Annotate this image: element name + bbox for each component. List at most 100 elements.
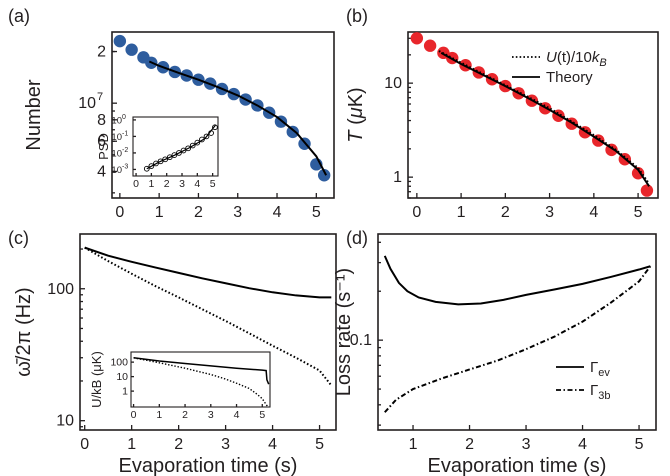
inset-frame xyxy=(132,116,219,177)
x-tick-label: 1 xyxy=(457,204,466,221)
series-line-1 xyxy=(384,265,652,413)
legend-label-subscript: 3b xyxy=(598,390,610,402)
legend-label-subscript: B xyxy=(599,57,606,69)
x-tick-label: 4 xyxy=(578,436,587,453)
x-tick-label: 0 xyxy=(115,204,124,221)
y-tick-label: 10 xyxy=(78,95,96,112)
inset-frame xyxy=(130,351,271,408)
inset-data-point xyxy=(203,133,210,140)
x-tick-label: 3 xyxy=(233,204,242,221)
x-tick-label: 1 xyxy=(409,436,418,453)
inset-x-tick-label: 2 xyxy=(164,178,170,190)
series-line-2 xyxy=(440,51,650,187)
inset-y-tick-exponent: -2 xyxy=(122,147,128,154)
legend-label-main: Γ xyxy=(590,359,598,376)
legend-label-subscript: ev xyxy=(598,367,610,379)
plot-frame-d xyxy=(377,233,657,431)
x-tick-label: 2 xyxy=(501,204,510,221)
inset-x-tick-label: 0 xyxy=(133,178,139,190)
x-tick-label: 5 xyxy=(312,204,321,221)
data-point xyxy=(631,167,645,180)
inset-fit-line xyxy=(146,124,217,170)
inset-y-tick-label: 1 xyxy=(122,386,128,398)
inset-series xyxy=(133,357,270,407)
plot-frame-b xyxy=(407,31,659,199)
y-axis-title: Number xyxy=(23,79,45,150)
x-tick-label: 4 xyxy=(273,204,282,221)
y-tick-label: 1 xyxy=(393,169,402,186)
legend-label-main: Theory xyxy=(546,69,593,86)
series-line-1 xyxy=(84,246,333,387)
x-axis-title: Evaporation time (s) xyxy=(428,455,607,476)
series-group xyxy=(113,34,331,182)
inset-solid-line xyxy=(133,357,270,385)
data-point xyxy=(113,34,127,48)
inset-data-point xyxy=(212,124,218,131)
series-line-1 xyxy=(148,60,328,176)
series-line-1 xyxy=(438,50,650,185)
y-axis-title: Loss rate (s⁻¹) xyxy=(333,268,355,396)
y-tick-label: 100 xyxy=(47,281,74,298)
inset-y-tick-label: 100 xyxy=(110,357,128,369)
inset-data-point xyxy=(153,160,159,167)
inset-data-point xyxy=(166,154,173,161)
y-tick-label: 10 xyxy=(384,75,402,92)
plot-frame-c xyxy=(79,233,337,431)
inset-data-point xyxy=(157,158,164,165)
y-tick-label: 10 xyxy=(56,413,74,430)
inset-x-tick-label: 1 xyxy=(148,178,154,190)
inset-data-point xyxy=(162,156,169,163)
x-tick-label: 4 xyxy=(589,204,598,221)
data-point xyxy=(125,43,138,56)
legend-label-k: k xyxy=(592,49,601,66)
y-tick-label: 4 xyxy=(97,163,106,180)
data-point xyxy=(423,39,437,52)
legend-label: Γev xyxy=(590,359,610,379)
legend-label: Γ3b xyxy=(590,382,611,402)
inset-x-tick-label: 5 xyxy=(259,409,265,421)
inset-y-tick-label: 10 xyxy=(111,115,122,126)
data-point xyxy=(410,32,424,45)
x-tick-label: 3 xyxy=(221,436,230,453)
inset-data-point xyxy=(189,142,196,149)
legend-label: Theory xyxy=(546,69,593,86)
inset-y-tick-exponent: -1 xyxy=(122,130,128,137)
y-tick-label: 2 xyxy=(97,44,106,61)
series-group xyxy=(410,32,654,197)
y-axis-title: T (μK) xyxy=(345,87,367,142)
x-axis-title: Evaporation time (s) xyxy=(119,455,298,476)
series-line-0 xyxy=(84,246,332,299)
panel-label: (d) xyxy=(346,228,368,248)
series-line-0 xyxy=(383,255,651,306)
inset-x-tick-label: 5 xyxy=(210,178,216,190)
y-tick-label: 6 xyxy=(97,133,106,150)
data-point xyxy=(317,169,331,182)
series-group xyxy=(84,246,333,387)
x-tick-label: 3 xyxy=(545,204,554,221)
data-point xyxy=(640,184,654,197)
inset-y-tick-label: 10 xyxy=(116,371,128,383)
x-tick-label: 5 xyxy=(634,204,643,221)
inset-data-point xyxy=(148,163,155,169)
inset-y-tick-exponent: -3 xyxy=(122,163,128,170)
y-axis-title-unit-end: K) xyxy=(345,87,367,107)
inset-series xyxy=(143,124,218,172)
y-tick-label: 8 xyxy=(97,112,106,129)
x-tick-label: 1 xyxy=(127,436,136,453)
plot-frame-a xyxy=(111,31,335,199)
inset-x-tick-label: 4 xyxy=(234,409,240,421)
y-tick-exponent: 7 xyxy=(97,91,103,103)
x-tick-label: 4 xyxy=(268,436,277,453)
inset-data-point xyxy=(185,145,191,152)
inset-data-point xyxy=(194,139,201,146)
inset-data-point xyxy=(199,136,205,143)
series-group xyxy=(383,255,652,413)
inset-y-axis-title: U/kB (μK) xyxy=(89,351,104,408)
inset-x-tick-label: 3 xyxy=(208,409,214,421)
legend-label-symbol: U xyxy=(546,49,557,66)
